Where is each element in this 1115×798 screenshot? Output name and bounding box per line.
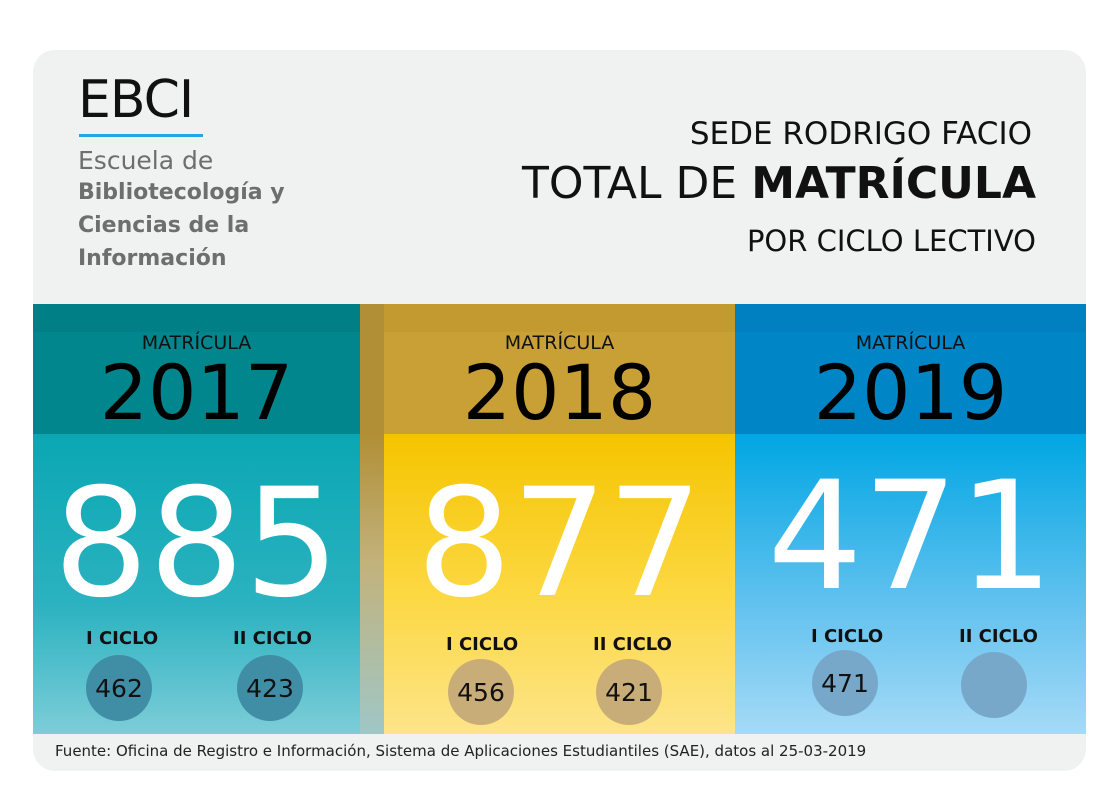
year-band-top (33, 304, 360, 332)
logo-department-line1: Bibliotecología y (78, 180, 285, 205)
cycle1-bubble: 456 (448, 659, 514, 725)
logo-department-line2: Ciencias de la (78, 213, 250, 238)
year-column-2019: MATRÍCULA 2019 471 I CICLO II CICLO 471 (735, 304, 1086, 734)
main-heading-bold: MATRÍCULA (751, 158, 1036, 209)
cycle1-label: I CICLO (86, 628, 159, 649)
cycle1-bubble: 462 (86, 655, 152, 721)
sub-heading: POR CICLO LECTIVO (746, 224, 1036, 258)
logo-underline (79, 134, 203, 137)
main-heading: TOTAL DE MATRÍCULA (522, 158, 1036, 209)
year-label: 2017 (99, 348, 294, 437)
year-label: 2018 (462, 348, 657, 437)
matricula-label: MATRÍCULA (504, 332, 615, 354)
main-heading-prefix: TOTAL DE (521, 158, 752, 209)
cycle2-bubble: 423 (237, 655, 303, 721)
year-band-top (384, 304, 735, 332)
total-value: 471 (767, 450, 1054, 624)
logo-school: Escuela de (78, 146, 214, 175)
cycle1-label: I CICLO (811, 626, 884, 647)
logo-mark: EBCI (78, 70, 194, 130)
total-value: 877 (416, 457, 703, 631)
total-value: 885 (53, 457, 340, 631)
cycle1-bubble: 471 (812, 650, 878, 716)
infographic-card: EBCI Escuela de Bibliotecología y Cienci… (33, 50, 1086, 771)
year-column-2018: MATRÍCULA 2018 877 I CICLO II CICLO 456 … (384, 304, 735, 734)
matricula-label: MATRÍCULA (855, 332, 966, 354)
source-note: Fuente: Oficina de Registro e Informació… (55, 742, 867, 760)
cycle2-label: II CICLO (959, 626, 1038, 647)
cycle1-label: I CICLO (446, 634, 519, 655)
logo-department: Bibliotecología y Ciencias de la Informa… (78, 176, 338, 275)
campus-heading: SEDE RODRIGO FACIO (689, 116, 1032, 152)
cycle2-label: II CICLO (233, 628, 312, 649)
matricula-label: MATRÍCULA (141, 332, 252, 354)
year-label: 2019 (813, 348, 1008, 437)
column-divider (360, 304, 384, 734)
logo-department-line3: Información (78, 246, 227, 271)
cycle2-bubble: 421 (596, 659, 662, 725)
cycle2-bubble (961, 652, 1027, 718)
year-column-2017: MATRÍCULA 2017 885 I CICLO II CICLO 462 … (33, 304, 360, 734)
cycle2-label: II CICLO (593, 634, 672, 655)
year-band-top (735, 304, 1086, 332)
